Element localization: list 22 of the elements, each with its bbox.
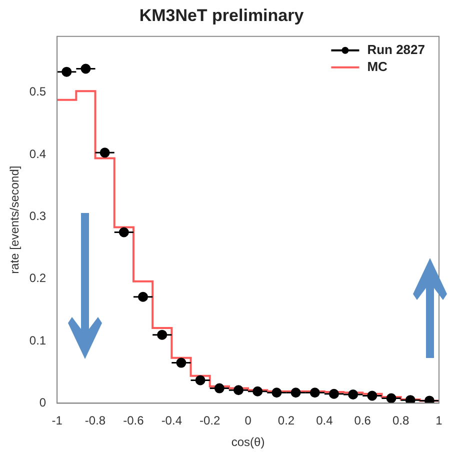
x-tick-label: -0.4 (161, 414, 182, 428)
x-tick-label: -0.2 (200, 414, 221, 428)
y-tick-label: 0.1 (29, 333, 46, 348)
y-axis-title: rate [events/second] (8, 166, 22, 274)
legend-label: Run 2827 (367, 42, 426, 57)
legend-label: MC (367, 58, 388, 74)
x-tick-label: -0.6 (123, 414, 144, 428)
x-tick-label: 0.4 (316, 414, 334, 428)
y-tick-label: 0.3 (29, 209, 46, 224)
y-tick-label: 0.4 (29, 146, 46, 161)
x-axis-title: cos(θ) (231, 435, 265, 450)
x-tick-label: 0 (244, 414, 252, 428)
x-tick-label: 0.6 (354, 414, 372, 428)
x-tick-label: 1 (436, 414, 443, 428)
x-tick-label: 0.8 (392, 414, 410, 428)
x-tick-label: -1 (52, 414, 63, 428)
x-tick-label: 0.2 (278, 414, 295, 428)
chart-title: KM3NeT preliminary (139, 6, 304, 25)
y-tick-label: 0.5 (29, 84, 46, 99)
x-tick-label: -0.8 (84, 414, 106, 428)
y-tick-label: 0.2 (29, 271, 46, 286)
y-tick-label: 0 (39, 396, 46, 410)
